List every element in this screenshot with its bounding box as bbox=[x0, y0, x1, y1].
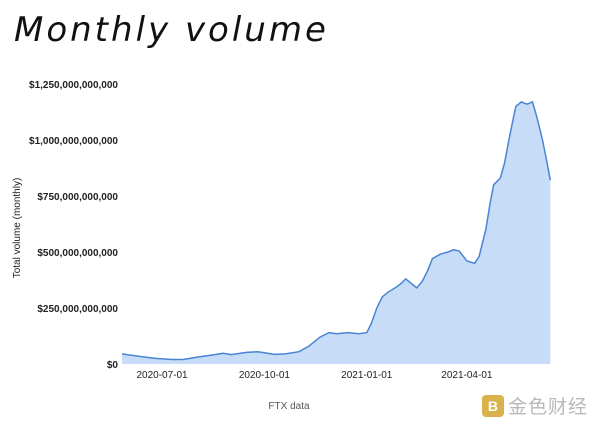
y-tick-label: $0 bbox=[107, 360, 119, 371]
y-tick-label: $1,000,000,000,000 bbox=[29, 136, 118, 147]
x-tick-label: 2021-04-01 bbox=[441, 370, 493, 381]
y-tick-label: $500,000,000,000 bbox=[37, 248, 118, 259]
x-axis-ticks: 2020-07-01 2020-10-01 2021-01-01 2021-04-01 bbox=[136, 370, 492, 381]
y-axis-ticks: $0 $250,000,000,000 $500,000,000,000 $750,0… bbox=[29, 80, 118, 371]
chart-title: Monthly volume bbox=[14, 10, 329, 50]
watermark: B 金色财经 bbox=[481, 392, 588, 419]
y-tick-label: $1,250,000,000,000 bbox=[29, 80, 118, 91]
x-tick-label: 2021-01-01 bbox=[341, 370, 393, 381]
x-tick-label: 2020-07-01 bbox=[136, 370, 188, 381]
y-axis-label: Total volume (monthly) bbox=[12, 178, 23, 279]
y-tick-label: $750,000,000,000 bbox=[37, 192, 118, 203]
watermark-text: 金色财经 bbox=[507, 396, 588, 418]
logo-mark-icon: B bbox=[481, 394, 504, 417]
volume-line bbox=[121, 100, 552, 361]
volume-area bbox=[122, 101, 551, 365]
source-label: FTX data bbox=[268, 401, 310, 412]
x-tick-label: 2020-10-01 bbox=[239, 370, 291, 381]
y-tick-label: $250,000,000,000 bbox=[37, 304, 118, 315]
